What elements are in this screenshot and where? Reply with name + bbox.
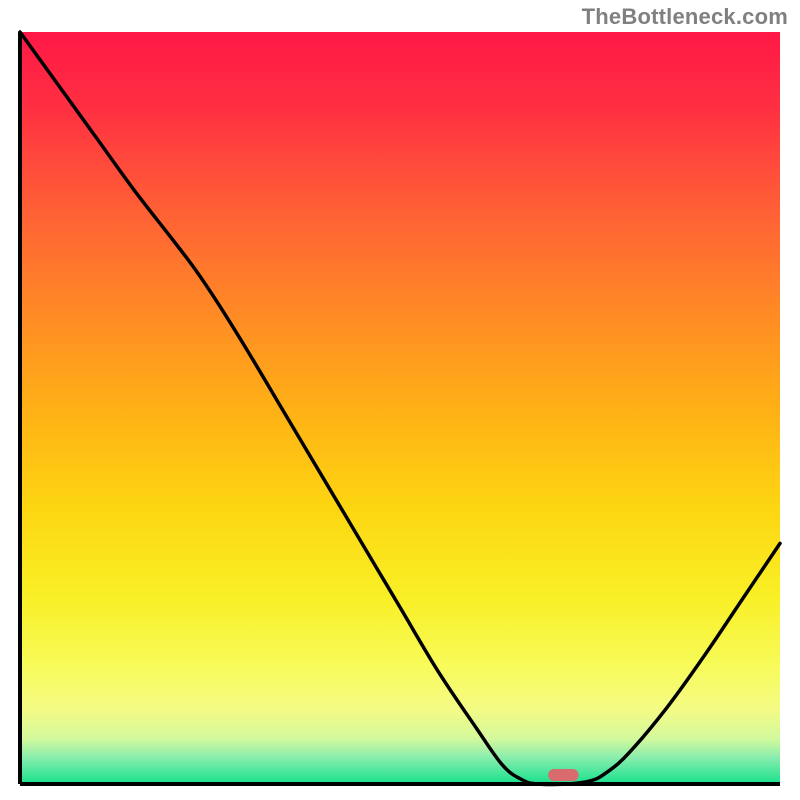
plot-background (20, 32, 780, 784)
bottleneck-chart (0, 0, 800, 800)
watermark-text: TheBottleneck.com (582, 4, 788, 30)
chart-root: TheBottleneck.com (0, 0, 800, 800)
optimum-marker (548, 769, 578, 781)
